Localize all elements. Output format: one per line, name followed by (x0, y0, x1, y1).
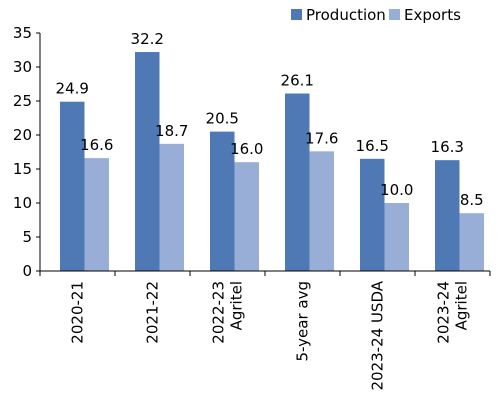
category-label: 5-year avg (294, 281, 312, 362)
bar-production-1 (60, 101, 85, 272)
category-label: 2023-24 USDA (369, 280, 387, 390)
legend-label-1: Production (306, 6, 386, 24)
data-label-exports-2: 18.7 (155, 122, 188, 140)
y-tick-label: 30 (13, 58, 32, 76)
bar-production-3 (210, 131, 235, 271)
legend-label-2: Exports (404, 6, 461, 24)
data-label-exports-4: 17.6 (305, 129, 338, 147)
y-tick-label: 25 (13, 92, 32, 110)
y-tick-label: 20 (13, 126, 32, 144)
bar-production-6 (435, 160, 460, 271)
category-label: 2020-21 (69, 281, 87, 344)
data-label-exports-6: 8.5 (460, 191, 484, 209)
category-label: 2022-23 (210, 281, 228, 344)
data-label-exports-5: 10.0 (380, 181, 413, 199)
y-tick-label: 5 (22, 228, 32, 246)
data-label-production-2: 32.2 (131, 30, 164, 48)
bar-production-5 (360, 158, 385, 271)
x-axis: 2020-21 2021-22 2022-23 Agritel 5-year avg 20… (39, 270, 491, 391)
bars (60, 52, 484, 272)
data-label-exports-3: 16.0 (230, 140, 263, 158)
category-label: 2021-22 (144, 281, 162, 344)
bar-exports-6 (459, 213, 484, 271)
bar-exports-4 (309, 151, 334, 271)
bar-exports-1 (84, 158, 109, 271)
legend: Production Exports (291, 6, 461, 24)
data-label-production-3: 20.5 (206, 110, 239, 128)
bar-production-4 (285, 93, 310, 272)
category-label: 2023-24 (435, 281, 453, 344)
data-label-production-4: 26.1 (281, 72, 314, 90)
y-tick-label: 35 (13, 24, 32, 42)
legend-swatch-2 (389, 9, 400, 20)
y-tick-label: 10 (13, 194, 32, 212)
y-tick-label: 15 (13, 160, 32, 178)
data-label-production-1: 24.9 (56, 80, 89, 98)
legend-swatch-1 (291, 9, 302, 20)
data-labels: 24.9 32.2 20.5 26.1 16.5 16.3 16.6 18.7 16.0 17.6… (56, 30, 484, 209)
bar-exports-5 (384, 203, 409, 271)
data-label-production-6: 16.3 (431, 138, 464, 156)
bar-exports-3 (234, 162, 259, 271)
y-axis: 0 5 10 15 20 25 30 35 (13, 24, 41, 280)
bar-production-2 (135, 52, 160, 271)
category-label: Agritel (228, 281, 246, 330)
data-label-production-5: 16.5 (356, 137, 389, 155)
bar-exports-2 (159, 143, 184, 271)
data-label-exports-1: 16.6 (80, 136, 113, 154)
category-label: Agritel (453, 281, 471, 330)
y-tick-label: 0 (22, 262, 32, 280)
